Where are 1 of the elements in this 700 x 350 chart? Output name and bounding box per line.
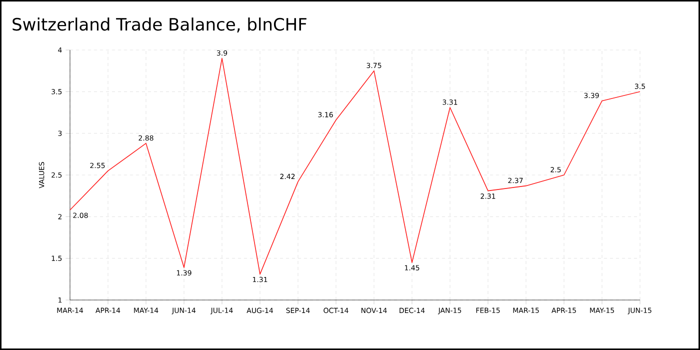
chart-title: Switzerland Trade Balance, blnCHF [12, 18, 306, 32]
